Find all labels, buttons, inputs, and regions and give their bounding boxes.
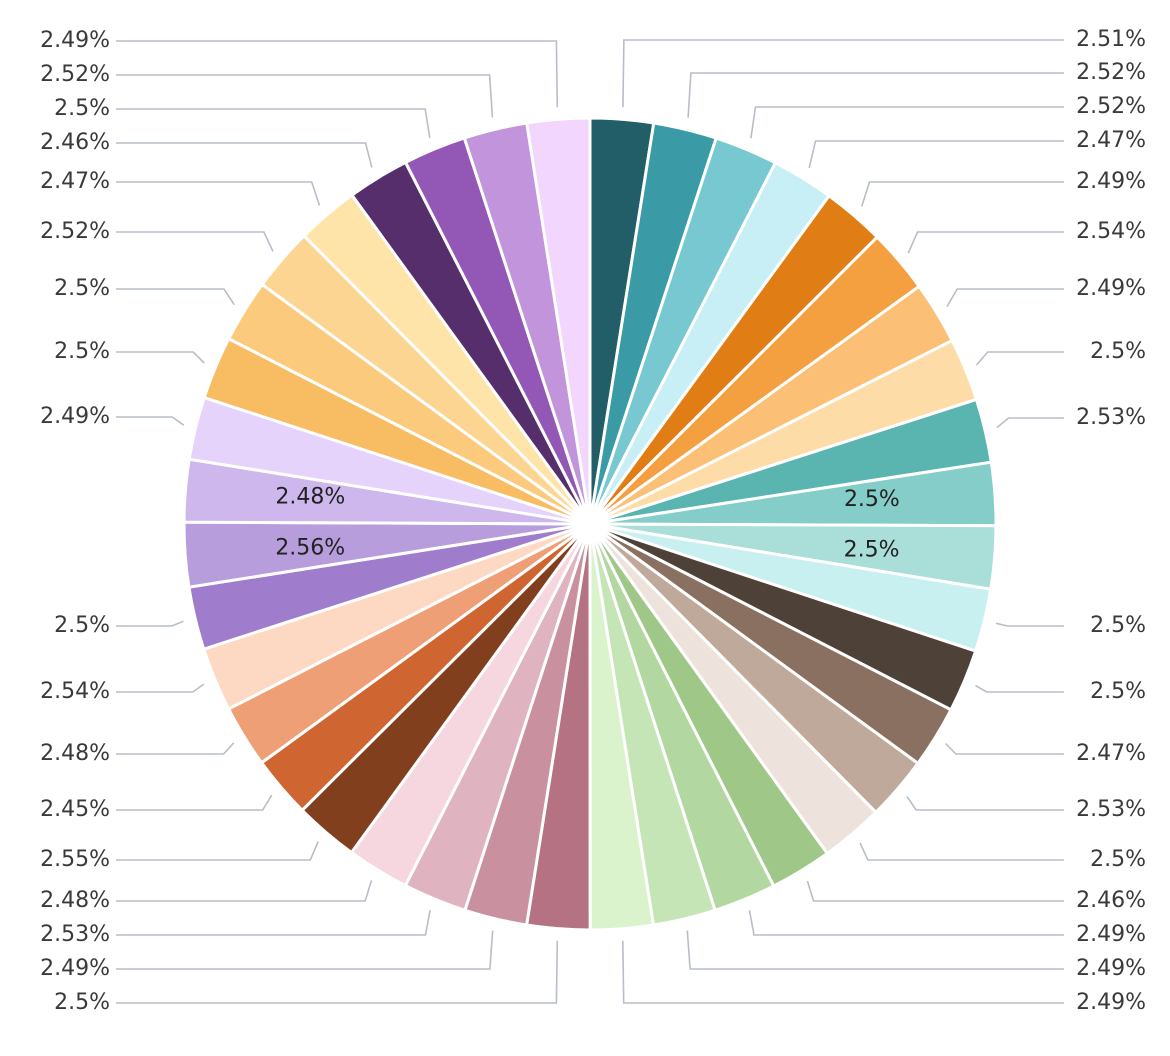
leader-line bbox=[946, 288, 1064, 308]
slice-label: 2.52% bbox=[1076, 94, 1146, 119]
leader-line bbox=[116, 620, 184, 627]
leader-line bbox=[806, 880, 1064, 902]
leader-line bbox=[116, 794, 273, 811]
leader-line bbox=[945, 743, 1064, 755]
slice-label: 2.56% bbox=[275, 535, 345, 560]
slice-label: 2.49% bbox=[1076, 956, 1146, 981]
leader-line bbox=[116, 74, 494, 118]
pie-slices bbox=[182, 116, 998, 932]
slice-label: 2.47% bbox=[1076, 128, 1146, 153]
leader-line bbox=[996, 417, 1064, 429]
pie-slice bbox=[525, 116, 592, 526]
slice-labels: 2.51% 2.52% 2.52% 2.47% 2.49% 2.54% 2.49% 2.5% 2… bbox=[40, 27, 1146, 1015]
leader-line bbox=[116, 880, 373, 902]
slice-label: 2.49% bbox=[40, 28, 110, 53]
slice-label: 2.52% bbox=[1076, 60, 1146, 85]
leader-line bbox=[995, 622, 1064, 627]
slice-label: 2.5% bbox=[54, 613, 110, 638]
slice-label: 2.49% bbox=[40, 404, 110, 429]
slice-label: 2.53% bbox=[1076, 405, 1146, 430]
slice-label: 2.5% bbox=[54, 990, 110, 1015]
slice-label: 2.5% bbox=[1090, 613, 1146, 638]
leader-line bbox=[808, 140, 1064, 169]
leader-line bbox=[907, 231, 1064, 254]
slice-label: 2.5% bbox=[1090, 339, 1146, 364]
slice-label: 2.52% bbox=[40, 62, 110, 87]
leader-line bbox=[622, 39, 1064, 108]
slice-label: 2.49% bbox=[1076, 990, 1146, 1015]
leader-line bbox=[116, 181, 321, 206]
leader-line bbox=[116, 742, 235, 755]
leader-line bbox=[975, 684, 1064, 693]
slice-label: 2.55% bbox=[40, 847, 110, 872]
leader-line bbox=[116, 108, 431, 139]
pie-center bbox=[585, 519, 595, 529]
leader-line bbox=[860, 181, 1064, 207]
leader-line bbox=[748, 910, 1064, 936]
slice-label: 2.46% bbox=[40, 130, 110, 155]
leader-line bbox=[906, 796, 1064, 811]
slice-label: 2.5% bbox=[1090, 847, 1146, 872]
leader-line bbox=[116, 231, 274, 252]
slice-label: 2.49% bbox=[1076, 169, 1146, 194]
leader-line bbox=[116, 40, 559, 108]
slice-label: 2.45% bbox=[40, 797, 110, 822]
leader-lines bbox=[116, 39, 1064, 1004]
leader-line bbox=[116, 910, 431, 936]
slice-label: 2.49% bbox=[40, 956, 110, 981]
slice-label: 2.5% bbox=[54, 276, 110, 301]
slice-label: 2.48% bbox=[40, 888, 110, 913]
leader-line bbox=[622, 940, 1064, 1004]
slice-label: 2.47% bbox=[40, 169, 110, 194]
leader-line bbox=[116, 940, 559, 1004]
slice-label: 2.52% bbox=[40, 219, 110, 244]
leader-line bbox=[975, 351, 1064, 366]
slice-label: 2.54% bbox=[1076, 219, 1146, 244]
leader-line bbox=[686, 930, 1064, 970]
leader-line bbox=[116, 683, 205, 693]
leader-line bbox=[116, 142, 373, 168]
slice-label: 2.48% bbox=[40, 741, 110, 766]
slice-label: 2.49% bbox=[1076, 922, 1146, 947]
slice-label: 2.54% bbox=[40, 679, 110, 704]
slice-label: 2.51% bbox=[1076, 27, 1146, 52]
leader-line bbox=[750, 106, 1064, 139]
slice-label: 2.5% bbox=[844, 538, 900, 563]
leader-line bbox=[116, 288, 235, 306]
slice-label: 2.46% bbox=[1076, 888, 1146, 913]
leader-line bbox=[687, 72, 1064, 118]
slice-label: 2.49% bbox=[1076, 276, 1146, 301]
slice-label: 2.5% bbox=[54, 96, 110, 121]
slice-label: 2.5% bbox=[844, 487, 900, 512]
slice-label: 2.5% bbox=[54, 339, 110, 364]
slice-label: 2.53% bbox=[1076, 797, 1146, 822]
slice-label: 2.47% bbox=[1076, 741, 1146, 766]
leader-line bbox=[859, 842, 1064, 861]
slice-label: 2.5% bbox=[1090, 679, 1146, 704]
leader-line bbox=[116, 930, 494, 970]
leader-line bbox=[116, 416, 185, 426]
leader-line bbox=[116, 351, 205, 364]
slice-label: 2.53% bbox=[40, 922, 110, 947]
leader-line bbox=[116, 841, 319, 861]
slice-label: 2.48% bbox=[275, 485, 345, 510]
